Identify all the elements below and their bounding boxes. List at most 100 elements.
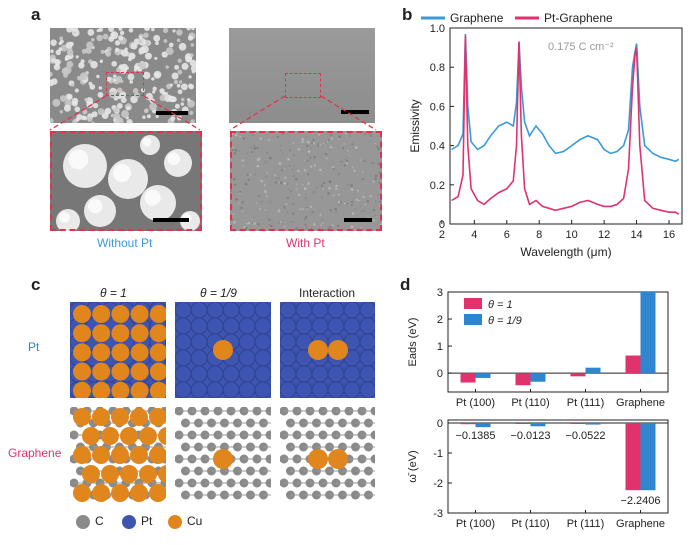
particle: [190, 53, 194, 57]
cu-atom: [130, 408, 148, 426]
x-tick-label: Pt (100): [456, 397, 495, 409]
particle: [100, 49, 105, 54]
particle: [114, 40, 121, 46]
grain: [304, 169, 307, 172]
grain: [361, 178, 364, 181]
pt-atom: [280, 381, 297, 398]
legend-swatch: [464, 298, 482, 309]
cu-atom: [73, 324, 91, 343]
data-label: −0.1385: [455, 430, 495, 442]
cu-atom: [92, 484, 110, 502]
particle: [188, 83, 195, 90]
pt-atom: [222, 317, 240, 335]
particle: [146, 114, 151, 119]
cu-atom: [111, 446, 129, 464]
pt-atom: [254, 349, 271, 367]
grain: [368, 133, 371, 135]
grain: [263, 184, 266, 187]
grain: [255, 202, 257, 204]
pt-atom: [206, 302, 224, 319]
grain: [239, 135, 241, 138]
grain: [377, 147, 381, 151]
grain: [370, 161, 373, 164]
particle: [70, 83, 75, 87]
cu-atom: [139, 427, 157, 445]
grain: [369, 134, 373, 138]
cu-atom: [158, 465, 166, 483]
grain: [362, 195, 365, 199]
data-label: −0.0522: [565, 430, 605, 442]
bar-pt-100-: [475, 423, 491, 428]
cu-atom: [92, 324, 111, 343]
grain: [265, 175, 268, 177]
cu-atom: [111, 408, 129, 426]
particle: [113, 74, 117, 78]
particle: [53, 63, 61, 71]
pt-atom: [175, 381, 192, 398]
cu-atom: [149, 381, 166, 398]
grain: [311, 132, 314, 135]
particle: [190, 119, 195, 123]
grain: [244, 182, 248, 186]
grain: [338, 204, 340, 207]
particle: [79, 72, 88, 81]
grain: [309, 156, 312, 159]
grain: [268, 218, 271, 222]
grain: [246, 173, 249, 177]
grain: [305, 193, 307, 196]
grain: [359, 159, 361, 161]
cu-atom: [139, 465, 157, 483]
grain: [288, 165, 291, 167]
pt-atom: [295, 302, 313, 319]
grain: [284, 182, 287, 185]
particle: [113, 107, 119, 113]
particle: [116, 102, 123, 109]
grain: [290, 190, 292, 193]
particle: [133, 68, 138, 72]
grain: [284, 176, 287, 179]
grain: [374, 174, 378, 178]
grain: [349, 135, 352, 137]
series-line-graphene: [451, 33, 680, 163]
grain: [238, 202, 240, 204]
grain: [246, 152, 249, 154]
particle: [168, 42, 174, 48]
grain: [373, 219, 376, 222]
particle: [129, 80, 134, 84]
grain: [256, 146, 259, 150]
particle: [65, 41, 73, 49]
particle: [162, 28, 169, 34]
grain: [304, 197, 307, 200]
grain: [313, 155, 316, 159]
grain: [322, 188, 325, 191]
particle: [113, 78, 117, 82]
particle: [189, 110, 194, 115]
panel-label-a: a: [31, 5, 41, 24]
bar-pt-110-: [530, 423, 546, 427]
grain: [258, 208, 261, 211]
grain: [325, 157, 328, 160]
cu-atom: [308, 340, 328, 360]
particle: [50, 58, 55, 63]
c-atom: [370, 454, 375, 464]
sem-with-pt-overview: [229, 28, 375, 123]
grain: [324, 153, 328, 156]
particle: [144, 52, 152, 60]
particle: [177, 69, 183, 75]
particle: [99, 59, 104, 63]
cu-atom: [111, 484, 129, 502]
cu-atom: [111, 343, 130, 362]
particle: [111, 60, 118, 67]
grain: [329, 145, 333, 149]
grain: [232, 213, 235, 215]
grain: [301, 208, 304, 210]
grain: [346, 202, 348, 205]
particle: [191, 70, 195, 74]
grain: [233, 220, 236, 224]
bar-pt-110-: [515, 373, 531, 386]
grain: [260, 179, 264, 183]
particle: [50, 117, 54, 123]
pt-atom: [359, 365, 375, 383]
grain: [327, 139, 330, 141]
grain: [309, 205, 313, 208]
